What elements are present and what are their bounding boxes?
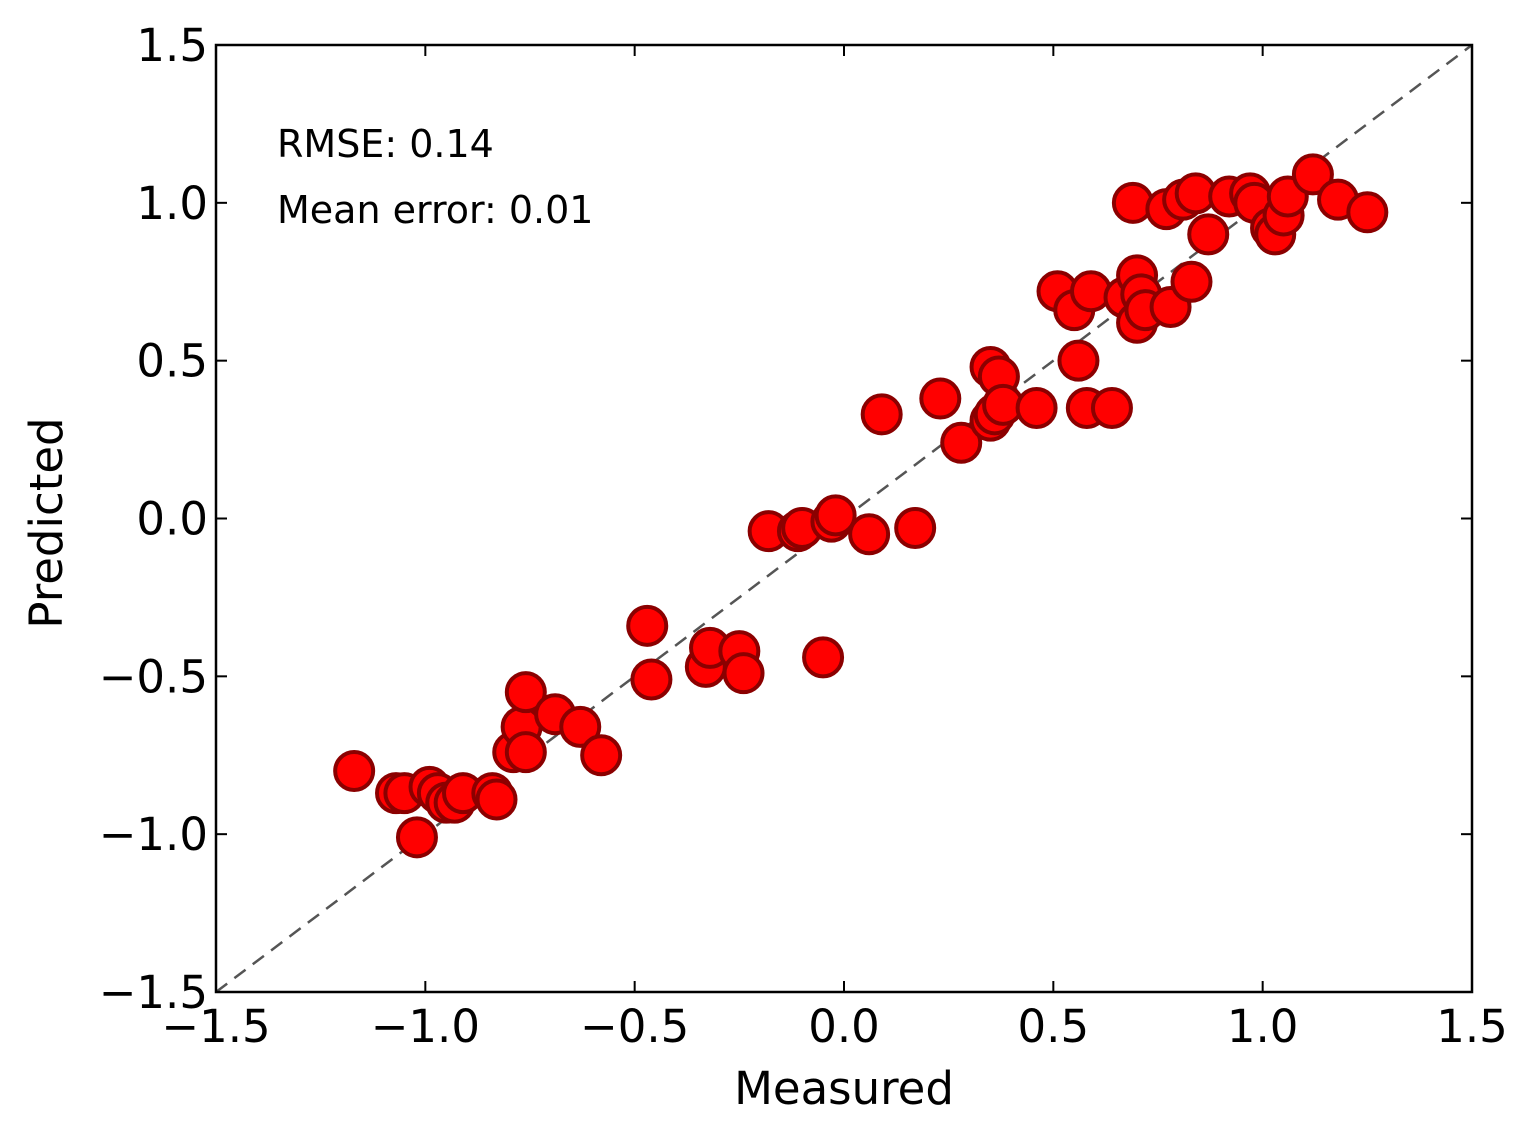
x-tick-label: −0.5 (580, 1000, 689, 1053)
data-point (504, 731, 547, 774)
y-tick-label: −1.5 (99, 966, 208, 1019)
y-tick-label: 1.5 (136, 19, 208, 72)
y-tick-label: −0.5 (99, 650, 208, 703)
x-tick-label: −1.5 (161, 1000, 270, 1053)
y-tick-label: 0.5 (136, 335, 208, 388)
data-point (333, 750, 376, 793)
data-point (1090, 387, 1133, 430)
data-point (580, 734, 623, 777)
x-tick-label: 1.5 (1436, 1000, 1508, 1053)
data-point (722, 652, 765, 695)
x-axis-label: Measured (734, 1062, 954, 1115)
data-point (504, 671, 547, 714)
data-point (1057, 339, 1100, 382)
data-point (1111, 181, 1154, 224)
data-point (1346, 191, 1389, 234)
data-point (630, 658, 673, 701)
data-point (1070, 270, 1113, 313)
y-axis-label: Predicted (20, 417, 73, 628)
x-tick-label: 0.5 (1018, 1000, 1090, 1053)
data-point (848, 513, 891, 556)
data-points-layer (333, 153, 1389, 859)
y-tick-label: 1.0 (136, 177, 208, 230)
x-tick-label: −1.0 (371, 1000, 480, 1053)
data-point (802, 636, 845, 679)
data-point (919, 377, 962, 420)
y-tick-label: −1.0 (99, 808, 208, 861)
data-point (1187, 213, 1230, 256)
data-point (475, 778, 518, 821)
data-point (559, 705, 602, 748)
data-point (1170, 260, 1213, 303)
x-tick-label: 0.0 (808, 1000, 880, 1053)
mean-error-annotation: Mean error: 0.01 (277, 188, 593, 232)
x-tick-label: 1.0 (1227, 1000, 1299, 1053)
data-point (626, 604, 669, 647)
y-tick-label: 0.0 (136, 493, 208, 546)
data-point (894, 506, 937, 549)
data-point (814, 494, 857, 537)
data-point (860, 393, 903, 436)
ticks-layer: −1.5−1.5 −1.0 −1.0 −0.5 −0.5 0.0 0.0 0.5 0.5 1.0 1… (99, 19, 1508, 1053)
data-point (395, 816, 438, 859)
data-point (1291, 153, 1334, 196)
plot-frame (214, 43, 1474, 994)
data-point (940, 421, 983, 464)
data-point (1015, 387, 1058, 430)
rmse-annotation: RMSE: 0.14 (277, 122, 494, 166)
